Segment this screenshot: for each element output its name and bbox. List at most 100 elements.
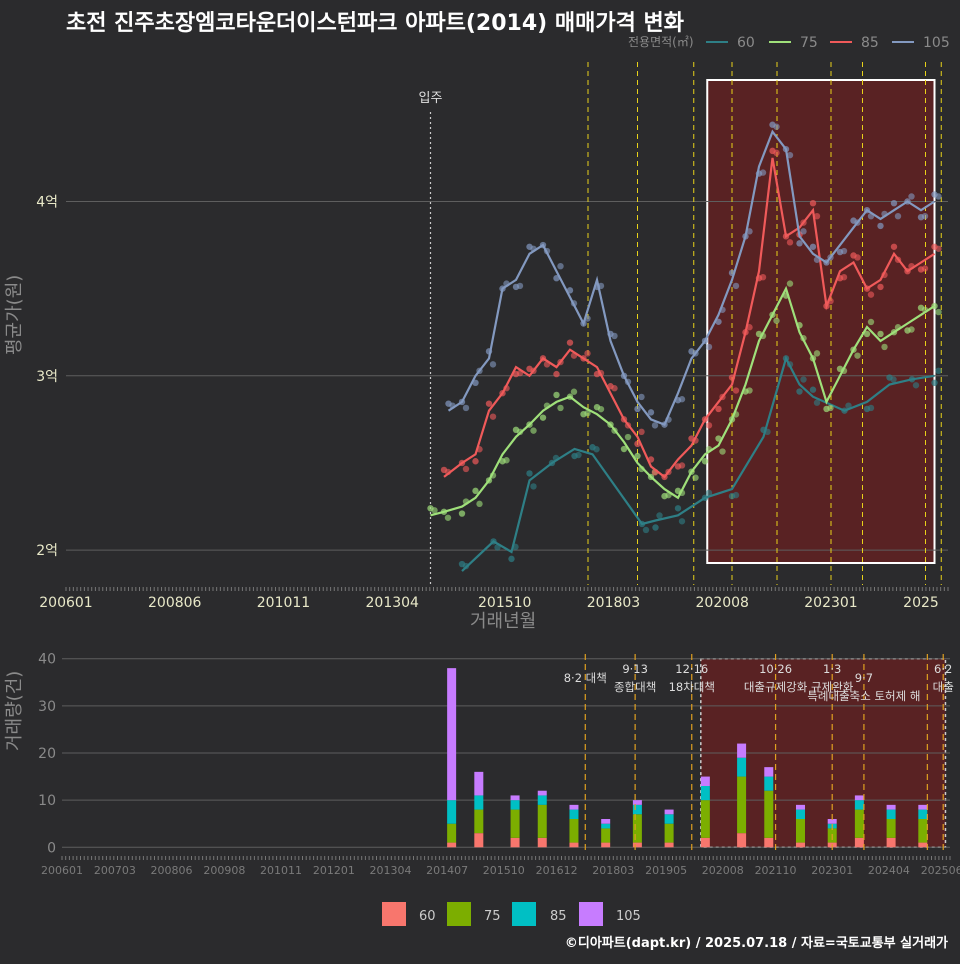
volume-y-tick-label: 30	[38, 699, 56, 715]
price-point-75	[503, 457, 510, 464]
price-point-85	[489, 413, 497, 420]
volume-y-tick-label: 10	[38, 793, 56, 809]
price-point-60	[508, 555, 515, 563]
price-x-tick-label: 201304	[366, 595, 420, 611]
price-line-85	[443, 157, 936, 479]
price-point-105	[759, 169, 767, 176]
price-point-85	[809, 199, 817, 207]
volume-bar-105	[537, 790, 547, 796]
price-point-75	[557, 404, 564, 412]
price-point-85	[472, 458, 479, 465]
volume-chart: 0 10 20 30 40 200601 200703 200806 200908 201011 2…	[38, 652, 960, 877]
price-line-60	[461, 355, 935, 572]
volume-bar-60	[537, 837, 547, 848]
price-point-105	[705, 343, 713, 351]
price-point-85	[759, 274, 767, 281]
volume-bar-105	[601, 819, 611, 824]
price-point-105	[840, 247, 848, 255]
price-y-tick-label: 4억	[36, 194, 58, 210]
volume-x-tick-label: 200601	[41, 864, 83, 877]
volume-bar-105	[737, 743, 747, 758]
volume-bar-105	[827, 819, 837, 824]
price-point-85	[566, 339, 574, 346]
volume-y-tick-label: 20	[38, 746, 56, 762]
volume-bar-60	[601, 842, 611, 848]
volume-bar-85	[569, 809, 579, 819]
policy-label: 9·13	[622, 662, 648, 676]
price-point-75	[813, 350, 821, 357]
policy-label: 규제완화	[811, 680, 854, 694]
price-point-105	[786, 151, 794, 159]
legend-label-105: 105	[923, 35, 950, 51]
volume-bar-75	[632, 814, 642, 843]
policy-label: 종합대책	[614, 680, 656, 694]
price-point-85	[485, 400, 493, 407]
volume-x-tick-label: 202008	[702, 864, 744, 877]
price-point-75	[881, 343, 888, 351]
price-point-85	[813, 212, 821, 220]
legend-swatch-105	[579, 902, 603, 926]
volume-bar-60	[474, 833, 484, 848]
price-point-75	[530, 427, 537, 434]
price-point-60	[732, 491, 740, 499]
price-point-85	[867, 291, 875, 298]
price-x-tick-label: 2025	[903, 595, 939, 611]
volume-bar-85	[447, 800, 457, 824]
price-y-tick-label: 2억	[36, 543, 58, 559]
price-point-75	[620, 445, 628, 453]
price-point-105	[877, 222, 884, 230]
volume-x-tick-label: 202506	[921, 864, 960, 877]
volume-bar-85	[854, 800, 864, 810]
price-point-60	[526, 470, 533, 477]
volume-bar-105	[886, 804, 896, 810]
price-point-75	[746, 387, 753, 394]
price-point-75	[431, 507, 438, 514]
price-point-75	[472, 487, 479, 495]
price-point-105	[809, 243, 817, 250]
volume-x-tick-label: 201803	[592, 864, 634, 877]
volume-bar-105	[510, 795, 520, 801]
price-x-tick-label: 202301	[804, 595, 857, 611]
price-point-75	[701, 458, 709, 465]
price-point-105	[462, 404, 470, 412]
price-point-105	[634, 405, 641, 413]
policy-label: 18차대책	[669, 680, 715, 694]
price-point-85	[890, 243, 898, 250]
policy-label: 12·16	[675, 662, 708, 676]
volume-bar-85	[918, 809, 928, 819]
price-point-105	[800, 228, 807, 235]
price-point-75	[935, 308, 942, 316]
price-point-75	[584, 409, 591, 417]
price-point-75	[719, 448, 726, 455]
price-x-tick-label: 201011	[257, 595, 310, 611]
price-point-75	[624, 433, 632, 441]
price-point-75	[539, 414, 547, 421]
price-point-85	[840, 274, 848, 281]
price-point-60	[809, 386, 817, 393]
price-point-85	[877, 283, 884, 291]
legend-swatch-85	[512, 902, 536, 926]
volume-bar-75	[886, 819, 896, 838]
volume-bar-75	[795, 819, 805, 843]
price-y-label: 평균가(원)	[4, 275, 25, 355]
price-point-75	[458, 510, 466, 517]
price-point-75	[877, 330, 884, 338]
volume-y-tick-label: 40	[38, 652, 56, 668]
volume-x-tick-label: 200703	[94, 864, 136, 877]
legend-label-75: 75	[800, 35, 818, 51]
price-point-85	[773, 149, 780, 157]
policy-label: 9·7	[855, 671, 873, 685]
volume-bar-105	[918, 804, 928, 810]
price-point-60	[575, 451, 582, 459]
price-point-105	[746, 228, 753, 235]
price-point-60	[593, 446, 600, 453]
policy-label: 1·3	[823, 662, 841, 676]
price-point-60	[890, 376, 897, 383]
price-point-105	[796, 240, 803, 247]
price-point-75	[597, 405, 605, 413]
volume-bar-85	[886, 809, 896, 819]
price-line-75	[430, 285, 936, 517]
price-point-60	[642, 526, 650, 534]
